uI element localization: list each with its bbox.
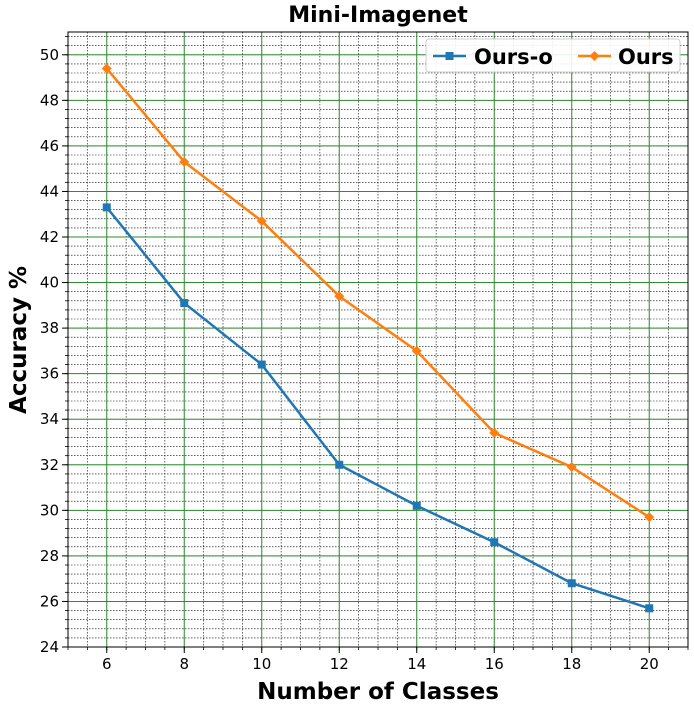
x-tick-label: 10 [252, 655, 271, 673]
y-tick-label: 24 [40, 638, 59, 656]
x-tick-label: 18 [562, 655, 581, 673]
data-point-ours-o [490, 538, 499, 547]
data-point-ours [411, 345, 422, 356]
x-tick-labels: 6 8 10 12 14 16 18 20 [102, 655, 659, 673]
x-tick-label: 6 [102, 655, 112, 673]
data-point-ours-o [645, 604, 654, 613]
data-point-ours-o [412, 501, 421, 510]
data-point-ours [334, 291, 345, 302]
legend-label-ours-o: Ours-o [474, 45, 553, 69]
y-tick-label: 38 [40, 319, 59, 337]
data-point-ours [179, 156, 190, 167]
y-tick-label: 46 [40, 137, 59, 155]
legend-label-ours: Ours [618, 45, 674, 69]
series-layer [101, 63, 655, 613]
y-tick-label: 28 [40, 547, 59, 565]
data-point-ours [101, 63, 112, 74]
data-point-ours [566, 462, 577, 473]
y-tick-label: 30 [40, 501, 59, 519]
major-grid [68, 32, 688, 648]
y-tick-label: 44 [40, 182, 59, 200]
legend-marker-ours [589, 51, 600, 61]
legend: Ours-o Ours [425, 38, 681, 73]
series-line-ours-o [105, 206, 650, 610]
data-point-ours-o [335, 460, 344, 469]
y-tick-label: 40 [40, 274, 59, 292]
y-axis-label: Accuracy % [6, 266, 32, 414]
y-tick-label: 36 [40, 365, 59, 383]
data-point-ours-o [102, 203, 111, 212]
chart-title: Mini-Imagenet [288, 3, 468, 28]
x-tick-label: 20 [640, 655, 659, 673]
x-axis-label: Number of Classes [257, 679, 499, 705]
data-point-ours [489, 427, 500, 438]
data-point-ours-o [257, 360, 266, 369]
y-tick-label: 34 [40, 410, 59, 428]
x-tick-label: 12 [330, 655, 349, 673]
data-point-ours-o [180, 299, 189, 308]
legend-box [425, 38, 681, 73]
data-point-ours-o [567, 579, 576, 588]
y-tick-label: 50 [40, 46, 59, 64]
y-tick-label: 26 [40, 592, 59, 610]
x-tick-label: 8 [179, 655, 189, 673]
x-tick-label: 16 [485, 655, 504, 673]
y-tick-label: 42 [40, 228, 59, 246]
axis-ticks [62, 36, 689, 653]
x-tick-label: 14 [407, 655, 426, 673]
data-point-ours [256, 216, 267, 227]
y-tick-labels: 24 26 28 30 32 34 36 38 40 42 44 46 48 50 [40, 46, 59, 656]
legend-marker-ours-o [445, 52, 454, 60]
data-point-ours [644, 512, 655, 523]
y-tick-label: 48 [40, 91, 59, 109]
series-line-ours [105, 67, 650, 519]
y-tick-label: 32 [40, 456, 59, 474]
